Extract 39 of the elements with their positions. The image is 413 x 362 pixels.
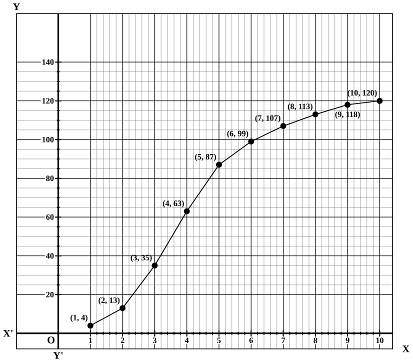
x-tick-label: 4 bbox=[184, 338, 189, 344]
x-axis-title: X bbox=[402, 346, 410, 352]
point bbox=[152, 262, 158, 269]
y-tick-label: 20 bbox=[46, 292, 54, 298]
annotation: (5, 87) bbox=[195, 154, 216, 162]
point bbox=[376, 98, 383, 104]
y-axis-title: Y bbox=[12, 3, 20, 10]
annotation: (2, 13) bbox=[98, 297, 120, 305]
y-tick-label: 100 bbox=[42, 136, 54, 142]
annotation: (8, 113) bbox=[288, 104, 312, 111]
annotation: (4, 63) bbox=[162, 200, 184, 208]
point bbox=[120, 305, 126, 312]
point bbox=[344, 102, 351, 108]
point bbox=[312, 111, 318, 118]
x-tick-label: 3 bbox=[152, 338, 156, 344]
x-tick-label: 2 bbox=[120, 338, 124, 344]
point bbox=[216, 162, 222, 168]
x-tick-label: 5 bbox=[217, 338, 221, 344]
point bbox=[184, 208, 190, 214]
x-tick-label: 9 bbox=[346, 338, 350, 344]
text: Y' bbox=[53, 352, 63, 359]
point bbox=[87, 322, 94, 329]
point bbox=[248, 138, 254, 145]
annotation: (6, 99) bbox=[227, 130, 248, 138]
x-tick-label: 7 bbox=[282, 338, 286, 344]
annotation: O bbox=[48, 336, 55, 344]
y-tick-label: 140 bbox=[42, 59, 54, 65]
y-tick-label: 60 bbox=[46, 214, 54, 220]
y-tick-label: 40 bbox=[46, 253, 54, 259]
y-tick-label: 80 bbox=[46, 176, 54, 182]
text: X' bbox=[3, 330, 12, 337]
annotation: (7, 107) bbox=[255, 115, 280, 123]
x-tick-label: 10 bbox=[376, 338, 384, 344]
annotation: (1, 4) bbox=[70, 314, 88, 322]
x-tick-label: 6 bbox=[249, 338, 253, 344]
x-tick-label: 8 bbox=[314, 338, 318, 344]
x-tick-label: 1 bbox=[89, 338, 92, 344]
y-tick-label: 120 bbox=[42, 98, 54, 104]
point bbox=[280, 123, 286, 130]
